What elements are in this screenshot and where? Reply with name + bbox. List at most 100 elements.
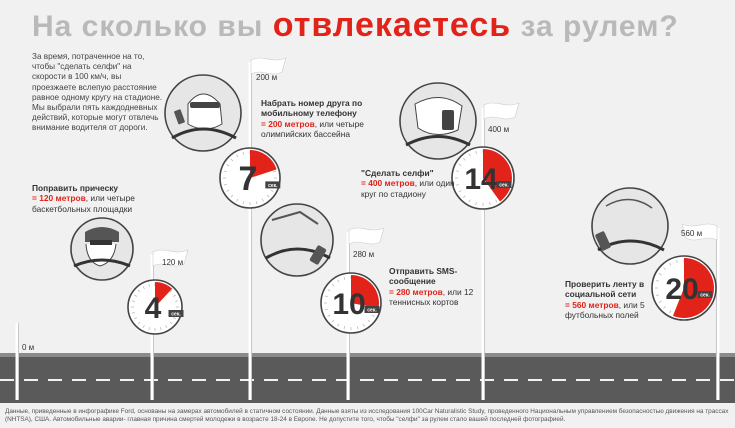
activity-value: = 200 метров (261, 118, 315, 129)
timer-seconds: 14 (464, 163, 498, 196)
timer-unit-tag (265, 181, 281, 189)
timer-unit: сек. (367, 308, 377, 314)
activity-value: = 120 метров (32, 193, 86, 204)
timer-tick (327, 314, 331, 317)
activity-head: Отправить SMS-сообщение (389, 266, 458, 287)
activity-rest: , или четыре олимпийских бассейна (261, 118, 364, 139)
timer-tick (223, 183, 227, 186)
timer-tick (676, 259, 678, 263)
timer-tick (455, 170, 459, 172)
activity-rest: , или 5 футбольных полей (565, 299, 645, 320)
activity-feed: Проверить ленту в социальной сети = 560 … (565, 279, 660, 320)
timer-tick (324, 308, 328, 311)
timer-tick (343, 326, 346, 330)
timer-tick (226, 164, 230, 167)
activity-value: = 400 метров (361, 178, 415, 189)
activity-rest: , или один круг по стадиону (361, 178, 455, 199)
timer-tick (255, 201, 258, 205)
activity-selfie: "Сделать селфи" = 400 метров, или один к… (361, 168, 461, 199)
timer-unit-tag (496, 181, 512, 188)
timer-seconds: 7 (239, 160, 258, 198)
timer-tick (160, 327, 162, 331)
timer-tick (362, 323, 365, 327)
timer-tick (270, 189, 274, 192)
timer-tick (142, 324, 145, 328)
timer-tick (134, 294, 138, 297)
timer-tick (343, 276, 346, 280)
activity-sms: Отправить SMS-сообщение = 280 метров, ил… (389, 266, 484, 307)
timer-tick (223, 170, 227, 173)
timer-tick (242, 151, 245, 155)
timer-tick (137, 321, 141, 325)
timer-tick (131, 312, 135, 314)
flag-label: 560 м (681, 229, 702, 238)
timer-tick (331, 319, 335, 323)
flag-label: 280 м (353, 250, 374, 259)
timer-tick (142, 286, 145, 290)
timer-tick (226, 189, 230, 192)
timer-tick (266, 194, 270, 198)
activity-value: = 280 метров (389, 286, 443, 297)
flag-label: 400 м (488, 125, 509, 134)
timer-tick (134, 317, 138, 320)
timer-tick (455, 184, 459, 186)
timer-tick (475, 202, 477, 206)
timer-sector (672, 258, 714, 318)
timer-sector (155, 282, 173, 307)
timer-tick (236, 154, 239, 158)
timer-unit: сек. (499, 183, 509, 189)
timer-unit-tag (697, 291, 713, 298)
timer-seconds: 4 (145, 292, 162, 325)
activity-head: "Сделать селфи" (361, 168, 434, 178)
timer-sector (351, 275, 379, 309)
title-pre: На сколько вы (32, 10, 264, 43)
timer-unit-tag (364, 306, 380, 313)
timer-sector (483, 149, 513, 202)
flag-0: 0 м (15, 323, 34, 400)
timer-seconds: 20 (665, 273, 698, 306)
timer-4s: 4 сек. (127, 279, 184, 335)
timer-tick (172, 294, 176, 297)
timer-tick (655, 294, 659, 296)
timer-tick (458, 190, 462, 193)
timer-tick (230, 194, 234, 198)
timer-tick (169, 321, 173, 325)
timer-tick (137, 289, 141, 293)
timer-7s: 7 сек. (219, 147, 281, 209)
activity-value: = 560 метров (565, 299, 619, 310)
timer-tick (495, 199, 498, 203)
timer-tick (367, 319, 371, 323)
timer-tick (273, 170, 277, 173)
timer-tick (663, 267, 666, 270)
timer-unit-tag (168, 310, 184, 317)
timer-unit: сек. (171, 312, 181, 318)
scene-selfie (399, 82, 477, 160)
timer-10s: 10 сек. (320, 272, 382, 334)
timer-tick (175, 300, 179, 302)
timer-sector (250, 150, 277, 178)
scene-sms (260, 203, 334, 277)
title-post: за рулем? (520, 10, 679, 43)
activity-hair: Поправить прическу = 120 метров, или чет… (32, 183, 142, 214)
activity-rest: , или 12 теннисных кортов (389, 286, 474, 307)
timer-tick (230, 158, 234, 162)
timer-tick (165, 324, 168, 328)
timer-tick (663, 306, 666, 309)
timer-14s: 14 сек. (451, 146, 515, 210)
activity-head: Проверить ленту в социальной сети (565, 279, 645, 300)
timer-unit: сек. (700, 293, 710, 299)
timer-tick (462, 157, 466, 161)
timer-tick (655, 280, 659, 282)
timer-tick (489, 202, 491, 206)
timer-20s: 20 сек. (651, 255, 717, 321)
flag-label: 120 м (162, 258, 183, 267)
timer-tick (337, 323, 340, 327)
timer-tick (242, 201, 245, 205)
timer-tick (236, 198, 239, 202)
timer-tick (669, 262, 672, 266)
page-title: На сколько вы отвлекаетесь за рулем? (32, 6, 679, 46)
flag-120: 120 м (150, 249, 189, 400)
timer-tick (468, 199, 471, 203)
